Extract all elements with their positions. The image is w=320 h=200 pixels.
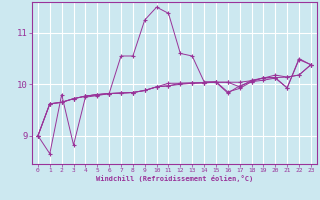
X-axis label: Windchill (Refroidissement éolien,°C): Windchill (Refroidissement éolien,°C) [96,175,253,182]
